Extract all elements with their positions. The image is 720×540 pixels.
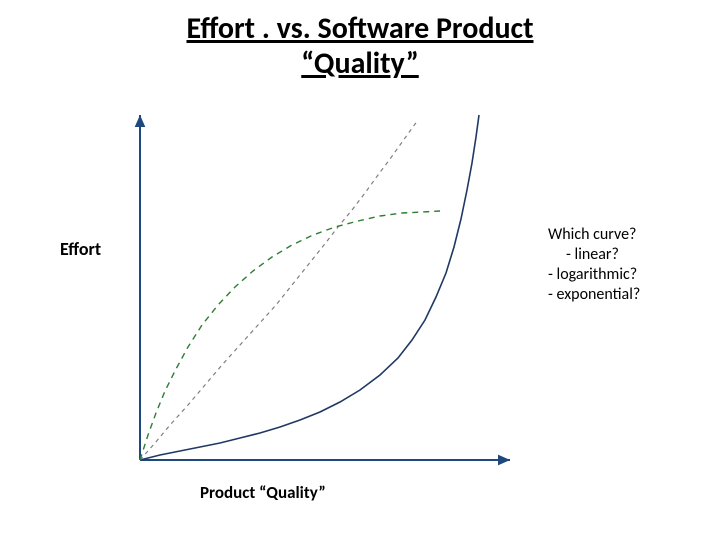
curve-exponential <box>140 115 479 460</box>
page-title: Effort . vs. Software Product “Quality” <box>0 12 720 81</box>
chart-svg <box>140 115 510 460</box>
curve-linear <box>140 120 418 460</box>
annotation-line-0: Which curve? <box>548 225 640 245</box>
x-axis-label: Product “Quality” <box>200 482 326 503</box>
y-axis-arrow-icon <box>135 115 146 127</box>
y-axis-label: Effort <box>60 238 101 260</box>
annotation-line-2: - logarithmic? <box>548 265 640 285</box>
title-line-2: “Quality” <box>0 47 720 82</box>
annotation-line-1: - linear? <box>548 245 640 265</box>
title-line-1: Effort . vs. Software Product <box>0 12 720 47</box>
x-axis-arrow-icon <box>498 455 510 466</box>
curve-logarithmic <box>140 211 440 460</box>
chart-area <box>140 115 510 460</box>
annotation-line-3: - exponential? <box>548 285 640 305</box>
annotation-which-curve: Which curve?- linear?- logarithmic?- exp… <box>548 225 640 305</box>
